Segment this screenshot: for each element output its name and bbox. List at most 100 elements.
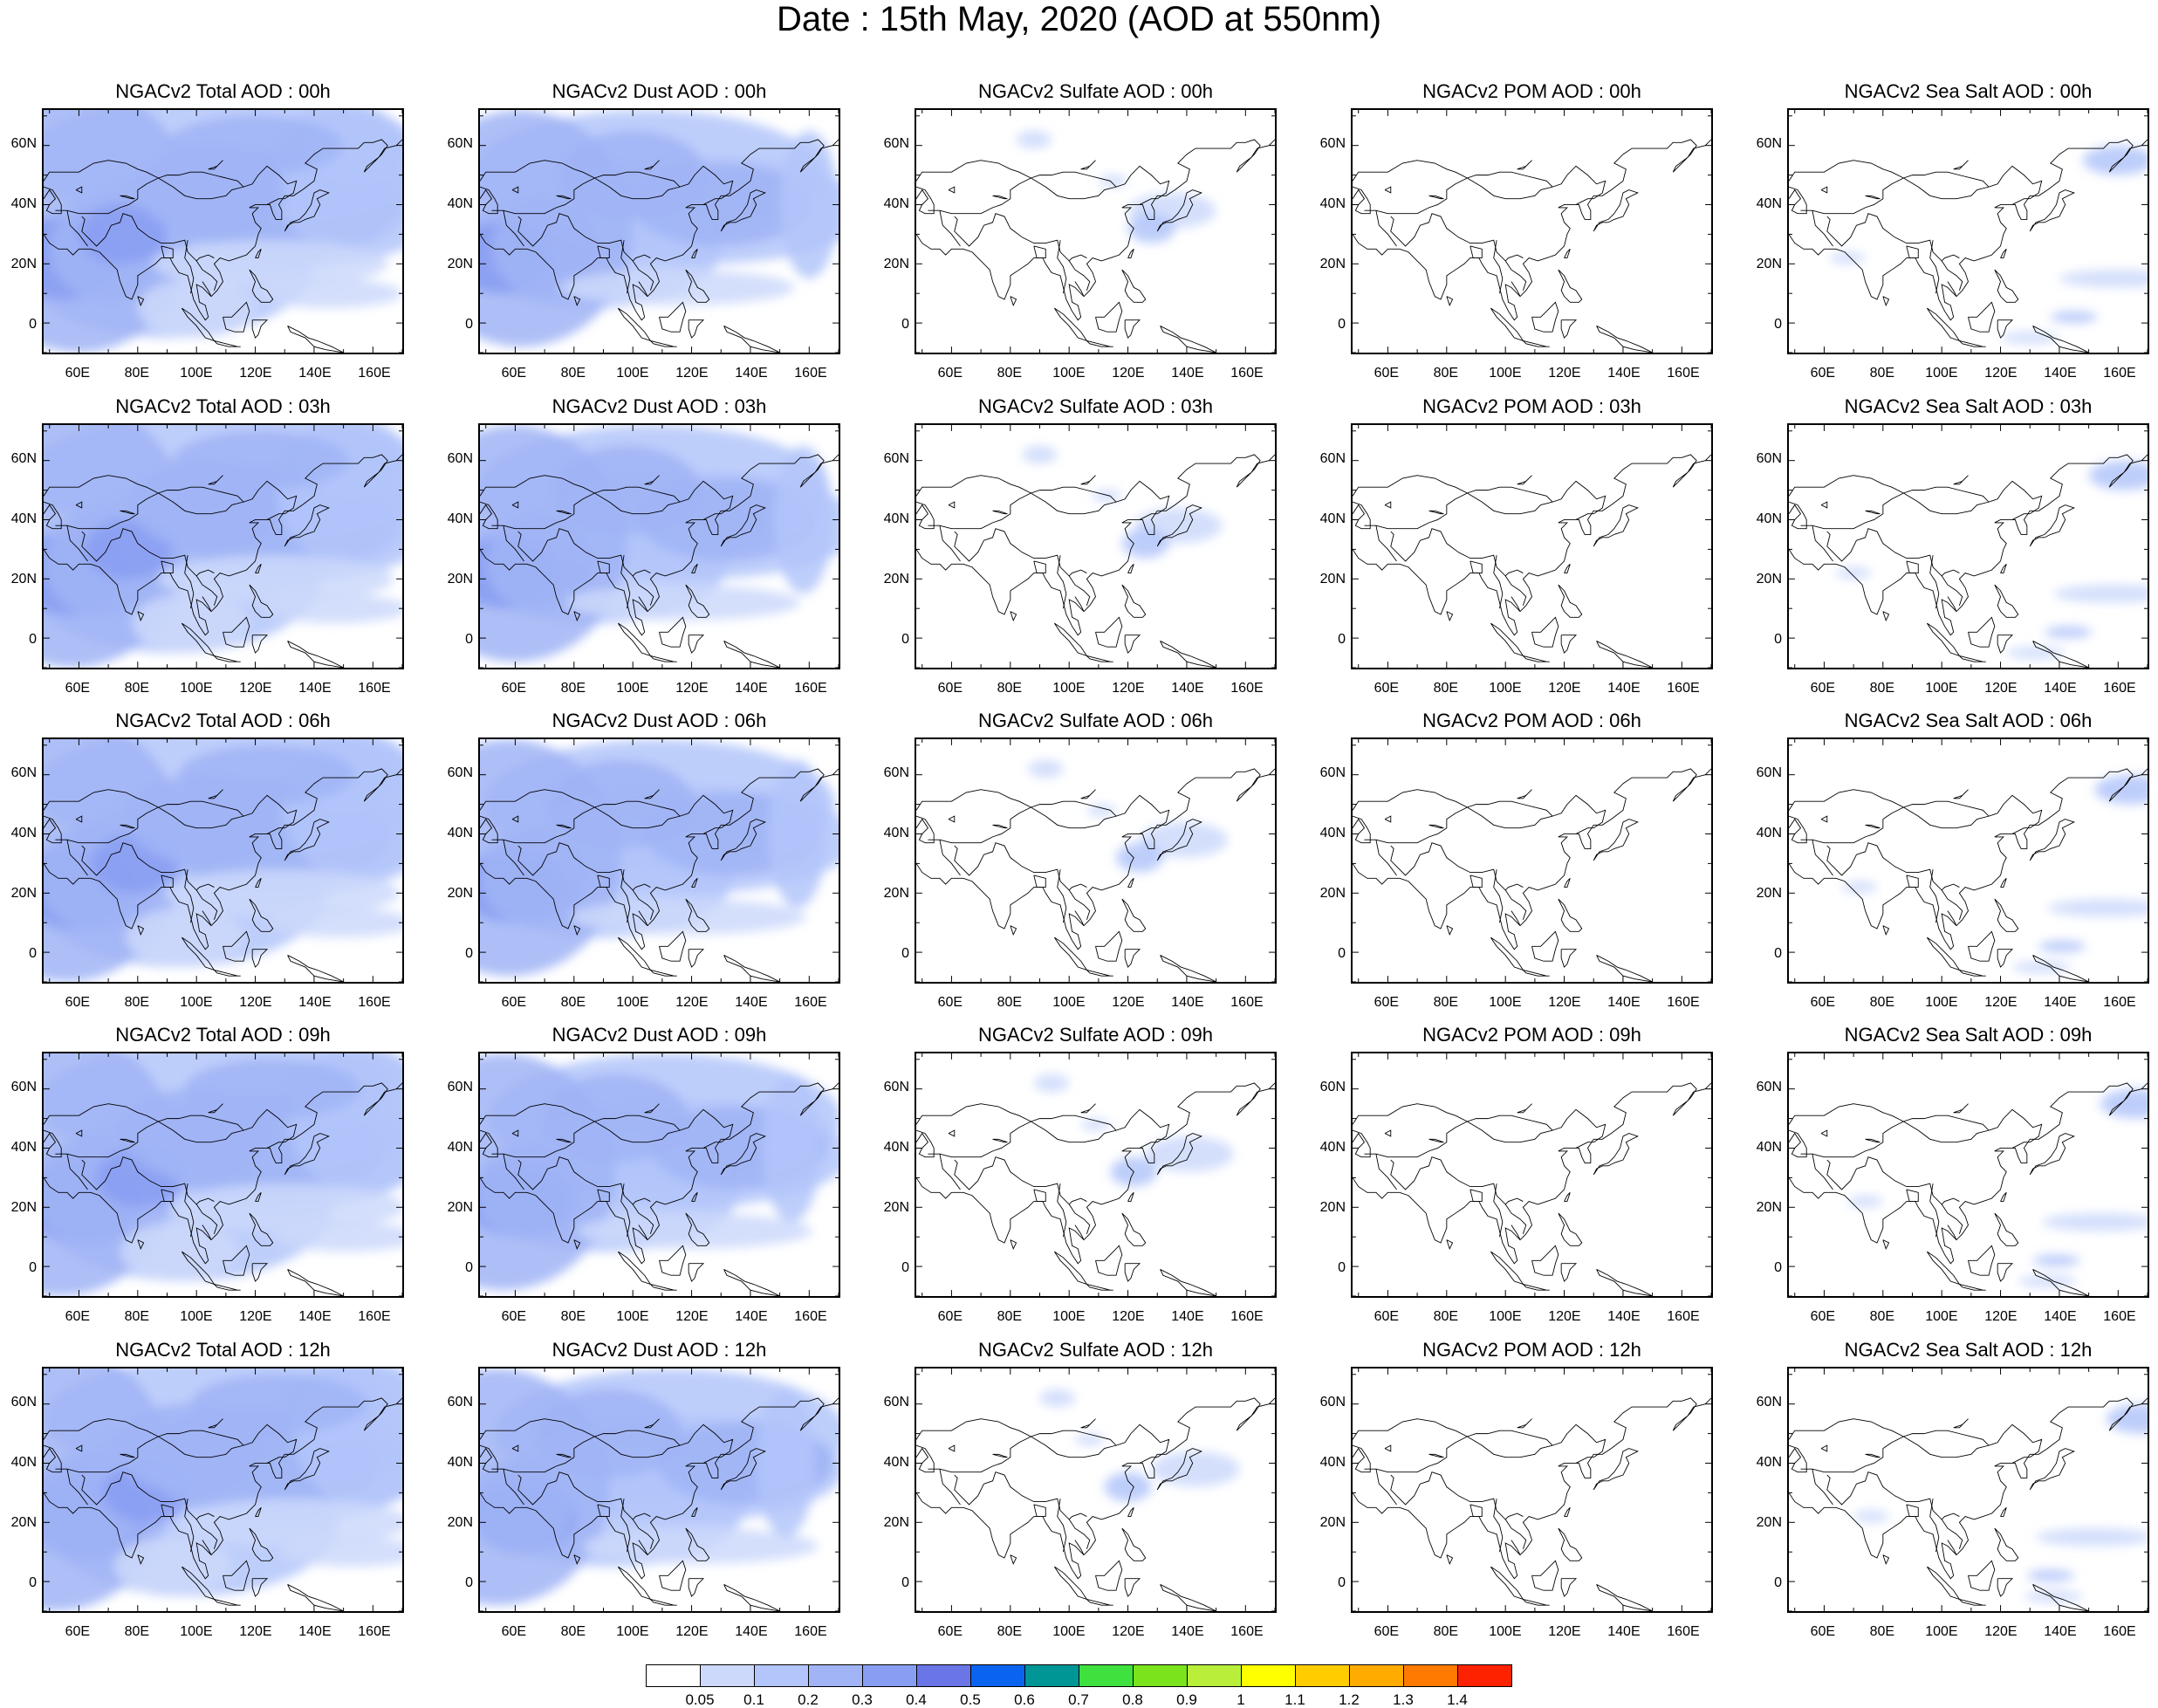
lon-tick-label: 160E — [358, 1309, 391, 1324]
lon-tick-label: 140E — [1607, 681, 1641, 696]
lat-tick-label: 40N — [1756, 826, 1782, 841]
lon-tick-label: 140E — [298, 1624, 332, 1639]
coastline — [1031, 492, 1117, 515]
coastline — [202, 910, 212, 926]
coastline — [214, 969, 241, 977]
coastline — [2011, 827, 2031, 834]
lat-tick-label: 20N — [883, 571, 909, 586]
lon-tick-label: 120E — [675, 1309, 709, 1324]
coastline — [1160, 641, 1216, 668]
pom-aod-map — [1353, 425, 1711, 668]
coastline — [287, 1584, 344, 1611]
axis-ticks — [44, 425, 402, 668]
coastline — [691, 1506, 698, 1518]
coastline — [1493, 1499, 1504, 1553]
lat-tick-label: 20N — [10, 885, 37, 901]
lon-tick-label: 120E — [1112, 1309, 1145, 1324]
coastline — [1865, 1138, 1881, 1143]
map-panel-total-12h — [42, 1367, 404, 1613]
coastline — [1575, 513, 1594, 520]
lon-tick-label: 80E — [1433, 366, 1459, 381]
coastline — [2000, 877, 2007, 888]
coastline — [1121, 898, 1147, 932]
colorbar-swatch — [1133, 1664, 1188, 1687]
lon-tick-label: 140E — [1171, 1309, 1204, 1324]
coastline — [556, 1138, 572, 1143]
coastline — [702, 198, 722, 205]
coastline — [491, 480, 734, 530]
coastline — [1789, 768, 2148, 950]
lon-tick-label: 140E — [1171, 1624, 1204, 1639]
coastline — [573, 925, 581, 936]
lat-tick-label: 0 — [465, 316, 473, 332]
coastline — [1068, 1204, 1091, 1234]
lon-tick-label: 140E — [1171, 995, 1204, 1010]
lon-tick-label: 80E — [1869, 995, 1895, 1010]
lon-tick-label: 100E — [180, 366, 213, 381]
colorbar-swatch — [1079, 1664, 1134, 1687]
map-panel-sulfate-00h — [915, 108, 1277, 354]
coastline — [1353, 139, 1711, 321]
coastline — [195, 1204, 218, 1234]
coastline — [1353, 475, 1468, 497]
coastline — [1057, 1183, 1067, 1238]
coastline — [480, 1444, 498, 1473]
coastline — [1575, 198, 1594, 205]
coastline — [573, 1239, 581, 1250]
aerosol-plume — [547, 759, 695, 849]
coastlines — [480, 139, 839, 353]
lat-tick-label: 20N — [447, 885, 473, 901]
coastline — [688, 319, 705, 339]
coastline — [223, 930, 250, 962]
coastline — [1941, 260, 1963, 291]
coastline — [1941, 889, 1963, 920]
map-panel-pom-03h — [1351, 423, 1713, 669]
lon-tick-label: 120E — [1112, 1624, 1145, 1639]
coastline — [1865, 510, 1881, 515]
coastline — [1057, 1499, 1067, 1553]
map-panel-seasalt-09h — [1787, 1052, 2149, 1298]
coastline — [255, 877, 262, 888]
coastline — [1074, 910, 1085, 926]
coastline — [44, 789, 159, 811]
aerosol-plume — [2050, 311, 2098, 324]
lon-tick-label: 60E — [65, 366, 91, 381]
lon-tick-label: 100E — [616, 1309, 649, 1324]
coastline — [55, 480, 298, 530]
coastline — [992, 1138, 1008, 1143]
aerosol-plume — [2082, 145, 2148, 175]
coastline — [517, 213, 651, 262]
coastline — [1511, 596, 1521, 612]
coastline — [1390, 1471, 1524, 1520]
aerosol-plume — [558, 270, 795, 305]
lat-tick-label: 60N — [883, 136, 909, 152]
lat-tick-label: 40N — [1756, 1140, 1782, 1156]
lat-tick-label: 0 — [1338, 1259, 1346, 1275]
axis-ticks — [480, 425, 839, 668]
lon-tick-label: 120E — [1548, 1309, 1581, 1324]
coastline — [184, 1499, 195, 1553]
coastline — [1068, 889, 1091, 920]
coastline — [916, 501, 935, 530]
coastline — [480, 475, 595, 497]
coastline — [491, 165, 734, 215]
coastline — [1882, 611, 1890, 621]
coastline — [255, 563, 262, 574]
coastline — [1517, 1418, 1532, 1429]
coastline — [1789, 160, 1904, 182]
lon-tick-label: 80E — [124, 366, 150, 381]
coastline — [2032, 1584, 2089, 1611]
coastline — [223, 616, 250, 648]
panel-title: NGACv2 Dust AOD : 06h — [551, 710, 767, 731]
coastline — [1053, 307, 1088, 342]
coastline — [511, 815, 519, 823]
coastline — [1564, 248, 1571, 259]
aod-field — [480, 1053, 839, 1291]
coastline — [1086, 340, 1113, 347]
coastline — [214, 340, 241, 347]
lon-tick-label: 100E — [1925, 1309, 1958, 1324]
lat-tick-label: 0 — [1338, 1574, 1346, 1590]
coastline — [1994, 1212, 2019, 1246]
coastline — [1010, 1554, 1017, 1565]
coastline — [1882, 296, 1890, 306]
